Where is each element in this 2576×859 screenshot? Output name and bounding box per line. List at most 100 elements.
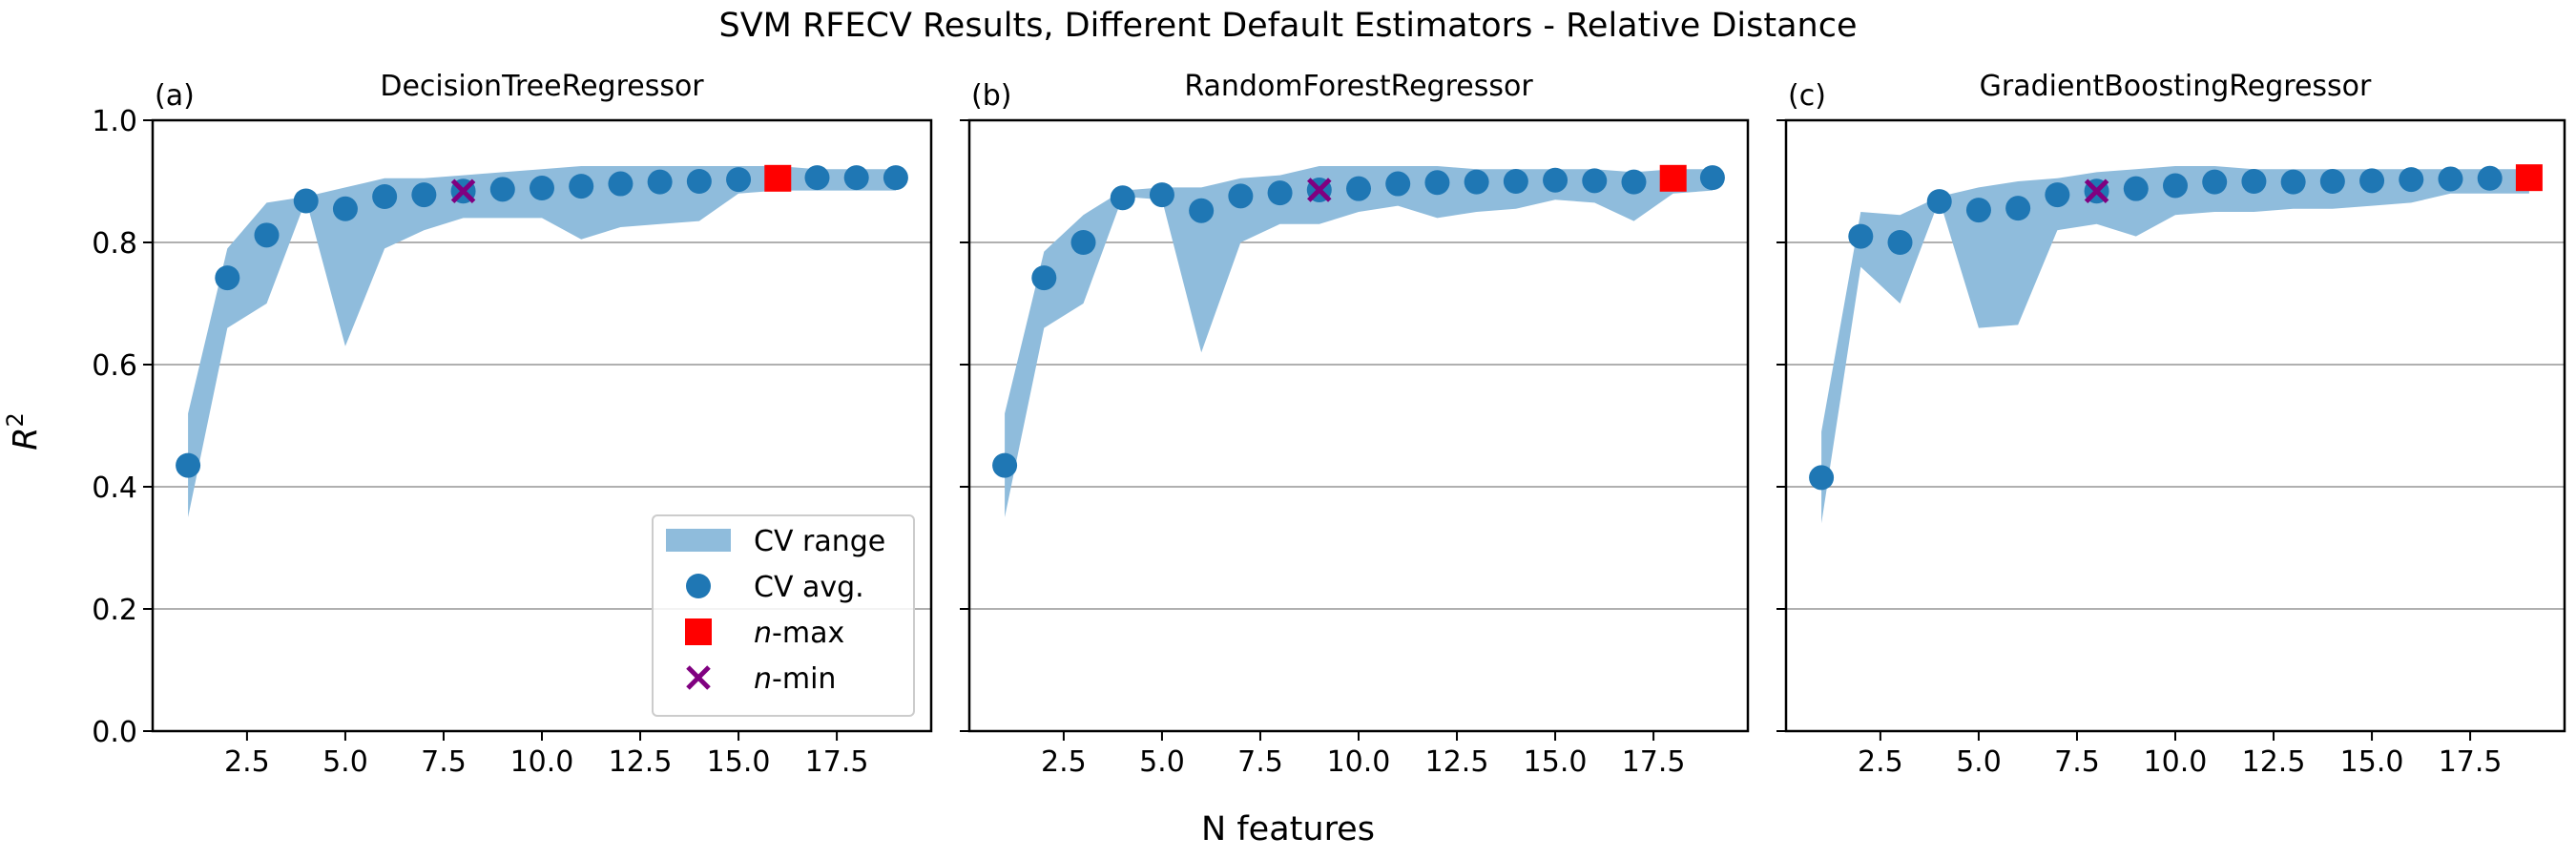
cv-avg-point [992,452,1018,478]
cv-avg-point [293,188,319,214]
cv-avg-point [2241,169,2267,194]
y-tick-label: 0.6 [92,349,137,383]
cv-avg-point [569,174,594,199]
cv-avg-point [1424,170,1450,196]
cv-avg-point [332,196,358,221]
cv-avg-point [254,222,280,248]
axes-frame [967,118,1750,733]
cv-avg-point [1543,167,1568,193]
n-min-marker [2084,178,2109,204]
panel-2: 2.5 5.0 7.5 10.0 12.5 15.0 17.5 (b) RandomForest… [960,70,1750,779]
x-tick-label: 15.0 [2340,745,2404,779]
axes-frame [151,118,933,733]
cv-avg-point [1699,165,1725,191]
cv-avg-point [1809,465,1835,491]
legend-swatch-nmax [685,618,712,645]
panels: 0.0 0.2 0.4 0.6 0.8 1.0 2.5 5.0 7.5 10.0 12.5 15.0 1… [92,70,2566,779]
panel-title: DecisionTreeRegressor [380,70,704,103]
cv-avg-point [647,169,673,195]
x-tick-label: 15.0 [1524,745,1588,779]
x-tick-label: 2.5 [1041,745,1087,779]
cv-avg-point [1110,185,1135,211]
x-tick-label: 7.5 [421,745,467,779]
x-tick-label: 2.5 [224,745,270,779]
legend-label: n-min [754,662,836,696]
cv-avg-point [2438,166,2463,192]
x-tick-label: 10.0 [2144,745,2208,779]
legend-swatch-nmin [686,665,711,690]
cv-avg-point [1149,182,1174,208]
cv-avg-point [1189,198,1215,223]
y-axis-label-main: R [7,427,45,450]
n-max-marker [764,164,792,192]
cv-avg-point [1621,169,1647,195]
axes-frame [1784,118,2566,733]
panel-title: GradientBoostingRegressor [1980,70,2372,103]
legend-label: n-max [754,617,844,650]
cv-avg-point [2280,169,2306,195]
y-axis-label: R2 [2,412,45,450]
cv-avg-point [530,176,554,201]
x-tick-label: 17.5 [1622,745,1686,779]
cv-avg-point [1926,189,1952,215]
cv-avg-point [2123,176,2149,201]
cv-avg-point [2399,167,2424,193]
n-min-marker [450,178,476,204]
panel-1: 0.0 0.2 0.4 0.6 0.8 1.0 2.5 5.0 7.5 10.0 12.5 15.0 1… [92,70,933,779]
x-tick-label: 15.0 [707,745,771,779]
cv-avg-point [686,169,712,194]
legend-swatch-avg [686,574,711,598]
x-tick-label: 5.0 [322,745,368,779]
cv-avg-point [843,165,869,191]
panel-letter: (a) [155,79,195,113]
cv-avg-point [726,167,752,193]
cv-avg-point [411,182,437,208]
cv-avg-point [608,171,634,197]
panel-letter: (b) [971,79,1011,113]
cv-avg-point [372,184,398,209]
legend-label: CV avg. [754,571,864,604]
x-tick-label: 12.5 [2242,745,2306,779]
panel-3: 2.5 5.0 7.5 10.0 12.5 15.0 17.5 (c) GradientBoos… [1776,70,2566,779]
x-tick-label: 17.5 [2439,745,2503,779]
y-tick-label: 0.4 [92,471,137,505]
cv-avg-point [2005,196,2031,221]
cv-avg-point [1070,230,1096,255]
cv-avg-point [2045,182,2070,208]
cv-avg-point [176,452,201,478]
panel-title: RandomForestRegressor [1184,70,1533,103]
y-tick-label: 0.0 [92,716,137,749]
n-max-marker [1659,164,1687,192]
cv-avg-point [2477,165,2503,191]
cv-avg-point [2163,173,2188,199]
cv-avg-point [1267,180,1293,206]
cv-avg-point [489,177,515,202]
cv-avg-point [804,165,830,191]
legend-swatch-band [666,529,731,552]
cv-range-band [188,166,896,517]
x-tick-label: 17.5 [805,745,869,779]
x-axis-label: N features [1201,810,1375,849]
y-axis-label-sup: 2 [2,412,29,427]
cv-range-band [1821,166,2529,524]
x-tick-label: 7.5 [2054,745,2100,779]
cv-avg-point [2359,168,2385,194]
x-tick-label: 2.5 [1858,745,1903,779]
cv-avg-point [2319,169,2345,194]
y-tick-label: 0.8 [92,227,137,261]
cv-avg-point [1965,198,1991,223]
cv-avg-point [1582,168,1608,194]
cv-avg-point [1848,223,1874,249]
n-min-marker [1307,178,1332,202]
legend-box [652,514,915,717]
cv-avg-point [883,165,908,191]
x-tick-label: 12.5 [609,745,673,779]
cv-avg-point [1385,171,1411,197]
cv-avg-point [1887,230,1913,255]
cv-avg-point [1031,265,1057,291]
x-tick-label: 5.0 [1956,745,2002,779]
y-tick-label: 1.0 [92,105,137,138]
n-max-marker [2515,164,2543,192]
x-tick-label: 12.5 [1425,745,1489,779]
